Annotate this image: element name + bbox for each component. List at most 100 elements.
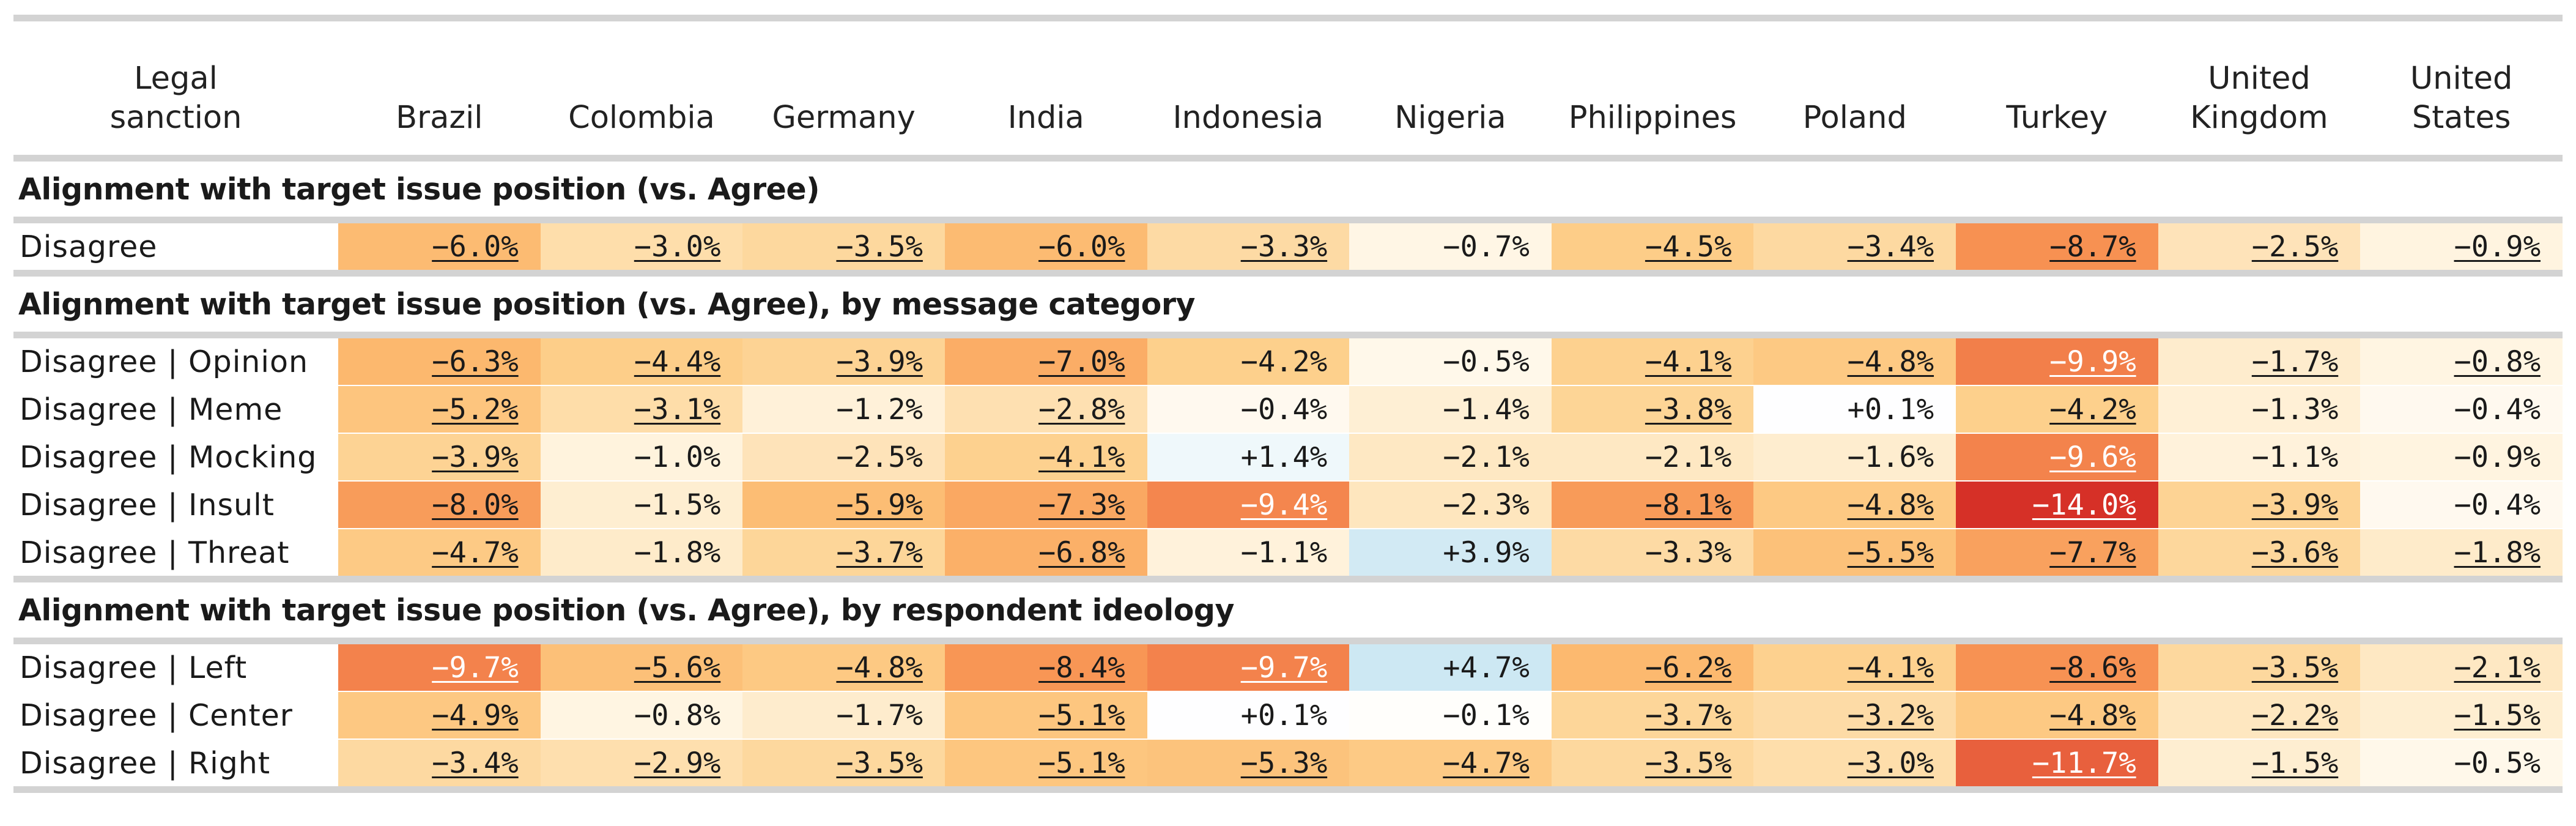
cell-value: −3.5% bbox=[836, 229, 923, 264]
heatmap-cell: −2.8% bbox=[944, 385, 1147, 434]
cell-value: −3.8% bbox=[1645, 392, 1732, 426]
cell-value: −3.6% bbox=[2251, 535, 2339, 570]
row-label: Disagree | Center bbox=[13, 691, 339, 740]
heatmap-cell: −4.1% bbox=[1551, 335, 1754, 386]
cell-value: −4.8% bbox=[836, 650, 923, 685]
cell-value: −0.5% bbox=[1443, 344, 1530, 379]
cell-value: −1.4% bbox=[1443, 392, 1530, 426]
heatmap-cell: −4.9% bbox=[338, 691, 541, 740]
cell-value: −1.1% bbox=[2251, 440, 2339, 474]
table-row: Disagree −6.0% −3.0% −3.5% −6.0% −3.3% −0.7% −4… bbox=[13, 220, 2563, 277]
heatmap-cell: −3.2% bbox=[1753, 691, 1956, 740]
cell-value: −3.3% bbox=[1240, 229, 1328, 264]
heatmap-cell: −3.4% bbox=[338, 739, 541, 793]
cell-value: −9.7% bbox=[1240, 650, 1328, 685]
column-header: Colombia bbox=[540, 18, 743, 162]
cell-value: −7.3% bbox=[1038, 488, 1125, 522]
cell-value: −6.8% bbox=[1038, 535, 1125, 570]
heatmap-cell: −4.8% bbox=[1753, 335, 1956, 386]
heatmap-cell: −1.2% bbox=[742, 385, 945, 434]
heatmap-cell: −4.8% bbox=[1753, 481, 1956, 529]
cell-value: −3.1% bbox=[634, 392, 721, 426]
cell-value: −9.4% bbox=[1240, 488, 1328, 522]
cell-value: −2.1% bbox=[1645, 440, 1732, 474]
cell-value: −8.6% bbox=[2049, 650, 2136, 685]
cell-value: −6.0% bbox=[1038, 229, 1125, 264]
row-label: Disagree | Left bbox=[13, 641, 339, 692]
row-label: Disagree | Threat bbox=[13, 529, 339, 582]
column-header-text: Germany bbox=[772, 100, 916, 136]
cell-value: −1.8% bbox=[2454, 535, 2541, 570]
heatmap-cell: −4.5% bbox=[1551, 220, 1754, 277]
row-label: Disagree | Insult bbox=[13, 481, 339, 529]
table-row: Disagree | Threat −4.7% −1.8% −3.7% −6.8% −1.… bbox=[13, 529, 2563, 582]
cell-value: −1.7% bbox=[2251, 344, 2339, 379]
heatmap-cell: −9.4% bbox=[1147, 481, 1350, 529]
heatmap-cell: −4.8% bbox=[1956, 691, 2158, 740]
heatmap-cell: −2.2% bbox=[2158, 691, 2361, 740]
cell-value: −3.7% bbox=[836, 535, 923, 570]
cell-value: −8.0% bbox=[432, 488, 519, 522]
heatmap-cell: −0.5% bbox=[2360, 739, 2563, 793]
heatmap-cell: −3.8% bbox=[1551, 385, 1754, 434]
heatmap-cell: −2.1% bbox=[1349, 433, 1552, 482]
heatmap-cell: −7.7% bbox=[1956, 529, 2158, 582]
cell-value: −4.4% bbox=[634, 344, 721, 379]
heatmap-cell: −3.9% bbox=[338, 433, 541, 482]
cell-value: −4.5% bbox=[1645, 229, 1732, 264]
cell-value: −0.4% bbox=[2454, 392, 2541, 426]
heatmap-cell: −0.7% bbox=[1349, 220, 1552, 277]
heatmap-cell: −8.0% bbox=[338, 481, 541, 529]
heatmap-cell: −8.1% bbox=[1551, 481, 1754, 529]
heatmap-cell: −4.2% bbox=[1147, 335, 1350, 386]
cell-value: −5.3% bbox=[1240, 746, 1328, 780]
cell-value: −0.7% bbox=[1443, 229, 1530, 264]
heatmap-cell: −0.8% bbox=[2360, 335, 2563, 386]
heatmap-cell: −9.6% bbox=[1956, 433, 2158, 482]
cell-value: −1.2% bbox=[836, 392, 923, 426]
cell-value: −3.5% bbox=[2251, 650, 2339, 685]
cell-value: −3.5% bbox=[1645, 746, 1732, 780]
cell-value: −3.4% bbox=[1847, 229, 1934, 264]
cell-value: −2.9% bbox=[634, 746, 721, 780]
heatmap-cell: −1.4% bbox=[1349, 385, 1552, 434]
cell-value: −4.8% bbox=[1847, 344, 1934, 379]
heatmap-cell: −7.0% bbox=[944, 335, 1147, 386]
row-label: Disagree | Meme bbox=[13, 385, 339, 434]
cell-value: −3.4% bbox=[432, 746, 519, 780]
cell-value: +0.1% bbox=[1847, 392, 1934, 426]
corner-label: Legal sanction bbox=[13, 18, 339, 162]
row-label: Disagree bbox=[13, 220, 339, 277]
heatmap-table: Legal sanction Brazil Colombia Germany India… bbox=[13, 15, 2563, 793]
cell-value: −1.6% bbox=[1847, 440, 1934, 474]
cell-value: −0.8% bbox=[634, 698, 721, 732]
cell-value: −2.8% bbox=[1038, 392, 1125, 426]
column-header: Germany bbox=[742, 18, 945, 162]
cell-value: +4.7% bbox=[1443, 650, 1530, 685]
column-header-text: Poland bbox=[1802, 100, 1907, 136]
column-header: United Kingdom bbox=[2158, 18, 2361, 162]
cell-value: −8.4% bbox=[1038, 650, 1125, 685]
heatmap-cell: −9.7% bbox=[338, 641, 541, 692]
heatmap-cell: −4.7% bbox=[1349, 739, 1552, 793]
heatmap-cell: −3.1% bbox=[540, 385, 743, 434]
cell-value: −6.2% bbox=[1645, 650, 1732, 685]
cell-value: −2.2% bbox=[2251, 698, 2339, 732]
heatmap-cell: −3.9% bbox=[2158, 481, 2361, 529]
cell-value: −1.5% bbox=[634, 488, 721, 522]
cell-value: −3.7% bbox=[1645, 698, 1732, 732]
cell-value: −0.5% bbox=[2454, 746, 2541, 780]
corner-label-word: sanction bbox=[109, 100, 242, 136]
cell-value: −1.5% bbox=[2454, 698, 2541, 732]
header-row: Legal sanction Brazil Colombia Germany India… bbox=[13, 18, 2563, 162]
heatmap-cell: −1.8% bbox=[540, 529, 743, 582]
section-title: Alignment with target issue position (vs… bbox=[13, 273, 2563, 338]
heatmap-cell: +0.1% bbox=[1147, 691, 1350, 740]
cell-value: −2.5% bbox=[836, 440, 923, 474]
cell-value: −2.1% bbox=[2454, 650, 2541, 685]
heatmap-cell: +4.7% bbox=[1349, 641, 1552, 692]
heatmap-cell: −0.9% bbox=[2360, 220, 2563, 277]
column-header-text: India bbox=[1007, 100, 1084, 136]
heatmap-cell: −4.1% bbox=[1753, 641, 1956, 692]
